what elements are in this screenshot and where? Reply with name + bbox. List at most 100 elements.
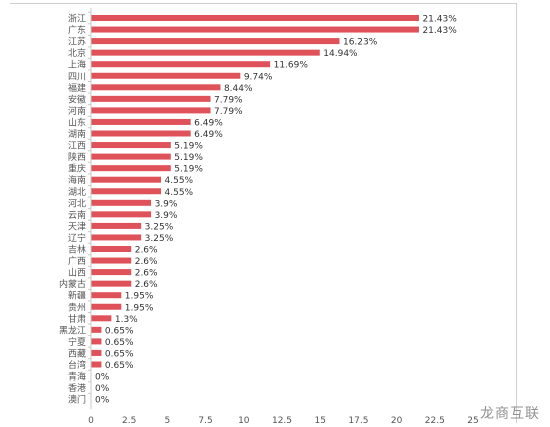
category-label: 广西	[68, 255, 86, 267]
x-tick-label: 5	[165, 416, 171, 426]
bar	[91, 269, 132, 276]
value-label: 6.49%	[194, 130, 223, 140]
bar	[91, 188, 162, 195]
value-label: 7.79%	[214, 95, 243, 105]
category-label: 辽宁	[68, 232, 86, 244]
value-label: 4.55%	[165, 176, 194, 186]
bar	[91, 349, 102, 356]
category-label: 青海	[68, 371, 86, 383]
x-tick-label: 7.5	[198, 416, 212, 426]
value-label: 1.95%	[125, 292, 154, 302]
bar	[91, 153, 171, 160]
value-label: 2.6%	[135, 280, 158, 290]
category-label: 河北	[68, 197, 86, 209]
bar	[91, 61, 271, 68]
category-label: 湖南	[68, 128, 86, 140]
bar	[91, 326, 102, 333]
category-label: 安徽	[68, 93, 86, 105]
category-label: 江西	[68, 141, 86, 152]
bar	[91, 234, 142, 241]
value-label: 21.43%	[422, 15, 457, 25]
value-label: 2.6%	[135, 246, 158, 256]
value-label: 14.94%	[323, 49, 358, 59]
value-label: 2.6%	[135, 269, 158, 279]
value-label: 3.25%	[145, 234, 174, 244]
category-label: 西藏	[68, 347, 86, 359]
bar	[91, 303, 122, 310]
category-label: 山东	[68, 116, 86, 128]
category-label: 甘肃	[68, 313, 86, 325]
category-label: 天津	[68, 221, 86, 232]
category-label: 宁夏	[68, 336, 86, 348]
category-label: 海南	[68, 174, 86, 186]
bar	[91, 107, 211, 114]
category-label: 香港	[68, 382, 86, 394]
x-tick-label: 25	[467, 416, 478, 426]
category-label: 重庆	[68, 163, 86, 175]
value-label: 0%	[95, 396, 110, 406]
bar	[91, 199, 152, 206]
x-tick-label: 0	[88, 416, 94, 426]
bar	[91, 211, 152, 218]
category-label: 北京	[68, 47, 86, 59]
value-label: 1.3%	[115, 315, 138, 325]
bar	[91, 165, 171, 172]
category-label: 内蒙古	[59, 278, 86, 290]
bar	[91, 118, 191, 125]
bar	[91, 280, 132, 287]
category-label: 浙江	[68, 13, 86, 25]
category-label: 云南	[68, 209, 86, 221]
category-label: 四川	[68, 72, 86, 82]
category-label: 湖北	[68, 187, 86, 198]
category-label: 贵州	[68, 301, 86, 313]
x-tick-label: 15	[314, 416, 325, 426]
bar	[91, 84, 221, 91]
value-label: 5.19%	[174, 165, 203, 175]
value-label: 16.23%	[343, 38, 378, 48]
x-tick-label: 2.5	[122, 416, 136, 426]
bar	[91, 15, 419, 21]
value-label: 11.69%	[274, 61, 309, 71]
value-label: 7.79%	[214, 107, 243, 117]
x-tick-label: 10	[238, 416, 250, 426]
value-label: 0%	[95, 373, 110, 383]
x-tick-label: 22.5	[425, 416, 445, 426]
x-tick-label: 12.5	[272, 416, 292, 426]
category-label: 新疆	[68, 290, 86, 302]
bar	[91, 26, 419, 33]
category-label: 陕西	[68, 151, 86, 163]
category-label: 上海	[68, 59, 86, 71]
value-label: 9.74%	[244, 72, 273, 82]
bar	[91, 130, 191, 137]
value-label: 0.65%	[105, 349, 134, 359]
x-tick-label: 20	[391, 416, 403, 426]
value-label: 5.19%	[174, 142, 203, 152]
bar	[91, 257, 132, 264]
bar	[91, 361, 102, 368]
category-label: 黑龙江	[59, 324, 86, 336]
bar	[91, 142, 171, 149]
bar	[91, 49, 320, 56]
watermark-logo: 龙商互联	[480, 406, 540, 422]
value-label: 8.44%	[224, 84, 253, 94]
category-label: 吉林	[68, 244, 86, 256]
bar	[91, 292, 122, 299]
value-label: 6.49%	[194, 118, 223, 128]
category-label: 山西	[68, 268, 86, 279]
value-label: 2.6%	[135, 257, 158, 267]
bar	[91, 95, 211, 102]
bar	[91, 176, 162, 183]
category-label: 台湾	[68, 359, 86, 371]
value-label: 0.65%	[105, 361, 134, 371]
value-label: 3.25%	[145, 222, 174, 232]
value-label: 1.95%	[125, 303, 154, 313]
bar	[91, 222, 142, 229]
bar	[91, 72, 241, 79]
value-label: 21.43%	[422, 26, 457, 36]
category-label: 福建	[68, 82, 86, 94]
category-label: 河南	[68, 105, 86, 117]
category-label: 广东	[68, 24, 86, 36]
value-label: 0%	[95, 384, 110, 394]
category-label: 江苏	[68, 36, 86, 48]
